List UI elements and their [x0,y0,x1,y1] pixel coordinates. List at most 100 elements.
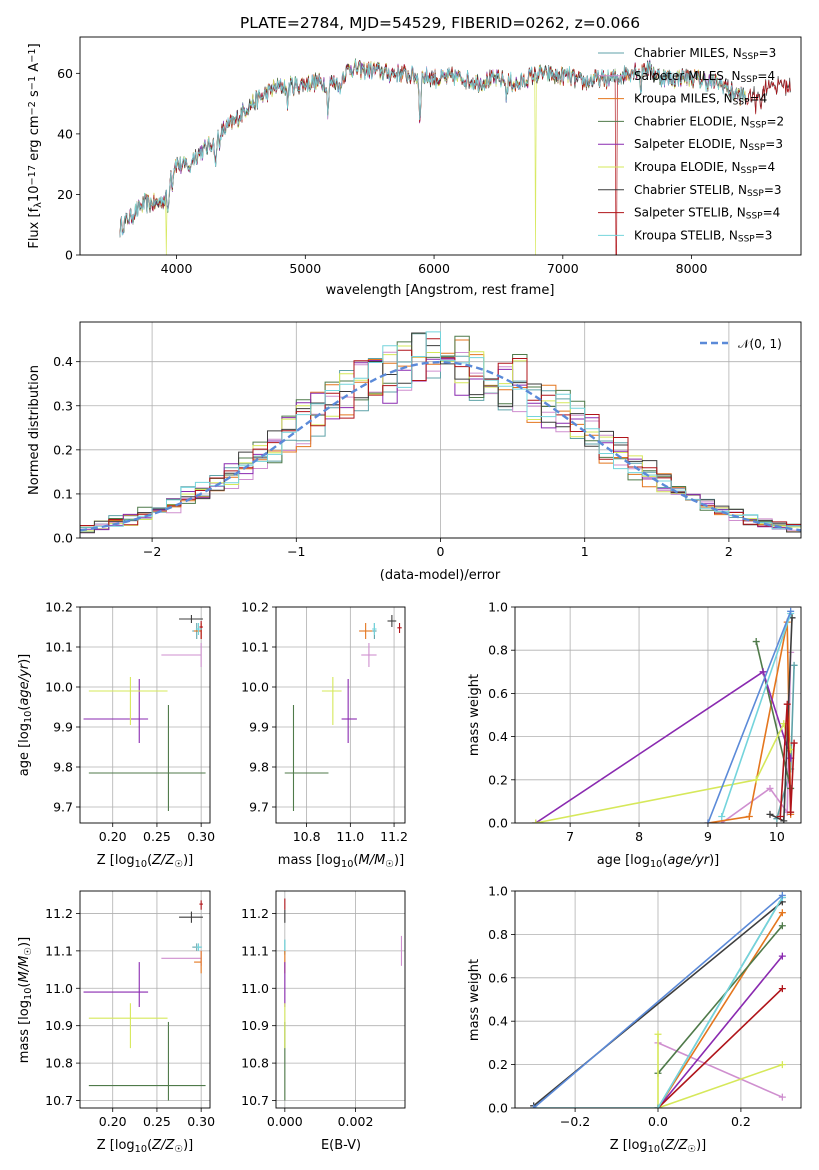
y-tick-label: 60 [57,66,73,81]
y-axis-label: mass weight [467,674,482,756]
histogram-step [80,331,801,538]
x-axis-label: Z [log10(Z/Z☉)] [610,1138,707,1155]
weight-marker [752,776,760,784]
y-tick-label: 11.1 [241,943,269,958]
plot-area [83,615,206,811]
x-axis-label: Z [log10(Z/Z☉)] [97,1138,194,1155]
weight-marker [654,1104,662,1108]
y-tick-label: 11.2 [241,906,269,921]
x-tick-label: −2 [143,544,161,559]
weight-line [707,611,792,823]
legend-label: 𝒩(0, 1) [738,337,782,351]
weight-line [755,641,792,789]
weight-vs-age-panel: 7 8 9 10 0.0 0.2 0.4 0.6 0.8 1.0 age [log10(age/yr… [467,600,802,870]
x-tick-label: −1 [287,544,305,559]
y-tick-label: 9.7 [249,800,269,815]
weight-line [533,897,783,1108]
plot-area [284,898,403,1101]
x-tick-label: −0.2 [560,1114,590,1129]
x-axis-label: wavelength [Angstrom, rest frame] [326,283,555,298]
y-tick-label: 11.0 [45,981,73,996]
legend-label: Salpeter ELODIE, NSSP=3 [634,137,783,153]
y-tick-label: 0.8 [488,927,508,942]
axes-frame [79,606,211,824]
normal-curve [80,360,801,532]
x-tick-label: 10 [769,829,785,844]
y-tick-label: 0.2 [53,442,73,457]
weight-marker [787,607,795,615]
y-tick-label: 10.7 [241,1093,269,1108]
axes-frame [79,890,211,1109]
weight-marker [532,819,540,823]
weight-marker [530,1104,538,1108]
plot-area [80,331,801,538]
weight-vs-Z-panel: −0.2 0.0 0.2 0.0 0.2 0.4 0.6 0.8 1.0 Z [log10(Z/Z… [467,884,802,1155]
y-tick-label: 10.8 [45,1056,73,1071]
weight-marker [778,952,786,960]
weight-line [657,988,783,1108]
weight-marker [752,638,760,646]
y-tick-label: 0.4 [53,354,73,369]
weight-line [769,617,793,823]
y-tick-label: 10.8 [241,1056,269,1071]
weight-line [720,613,792,817]
weight-marker [759,668,767,676]
age-vs-mass-panel: 10.8 11.0 11.2 9.7 9.8 9.9 10.0 10.1 10.2 mass [l… [241,600,408,870]
axes-frame [514,890,802,1109]
y-axis-label: mass weight [467,959,482,1041]
y-tick-label: 0.6 [488,686,508,701]
axes-frame [79,36,802,256]
weight-marker [778,909,786,917]
weight-marker [778,1093,786,1101]
y-tick-label: 10.1 [45,640,73,655]
y-tick-label: 0.3 [53,398,73,413]
x-tick-label: 0.20 [99,829,127,844]
y-tick-label: 0.4 [488,1014,508,1029]
y-tick-label: 0.4 [488,729,508,744]
plot-area [83,900,206,1101]
y-tick-label: 1.0 [488,884,508,899]
y-tick-label: 0.2 [488,1057,508,1072]
x-tick-label: 0.25 [143,829,171,844]
axes-frame [275,606,406,824]
legend-label: Kroupa ELODIE, NSSP=4 [634,160,775,176]
y-tick-label: 0.1 [53,486,73,501]
weight-line [533,894,783,1108]
x-tick-label: 10.8 [293,829,321,844]
weight-line [779,704,795,817]
y-tick-label: 0.0 [488,1101,508,1116]
x-tick-label: 0.30 [187,829,215,844]
x-tick-label: 8000 [676,261,708,276]
weight-marker [654,1030,662,1038]
weight-marker [718,813,726,821]
gridlines [80,606,210,823]
weight-line [707,621,792,823]
mass-vs-EBV-panel: 0.000 0.002 10.7 10.8 10.9 11.0 11.1 11.2 E(B-V) [241,890,406,1153]
weight-line [657,925,783,1074]
legend-label: Salpeter STELIB, NSSP=4 [634,206,780,222]
y-axis-label: Flux [fλ10−17 erg cm−2 s−1 A−1] [27,43,44,248]
weight-line [657,1042,783,1098]
x-tick-label: 0 [437,544,445,559]
x-tick-label: 1 [581,544,589,559]
y-tick-label: 11.0 [241,981,269,996]
spectrum-panel: 4000 5000 6000 7000 8000 0 20 40 60 wavelength [A… [27,36,802,298]
x-axis-label: E(B-V) [321,1138,361,1153]
weight-marker [776,813,784,821]
y-tick-label: 0.2 [488,772,508,787]
y-tick-label: 11.1 [45,943,73,958]
legend-label: Salpeter MILES, NSSP=4 [634,69,775,85]
y-tick-label: 10.2 [241,600,269,615]
y-tick-label: 20 [57,187,73,202]
x-axis-label: (data-model)/error [380,568,501,583]
x-tick-label: 4000 [161,261,193,276]
age-vs-Z-panel: 0.20 0.25 0.30 9.7 9.8 9.9 10.0 10.1 10.2 Z [log1… [17,600,215,870]
y-tick-label: 9.8 [249,760,269,775]
axes-frame [514,606,802,824]
gridlines [515,606,801,824]
weight-marker [778,1061,786,1069]
weight-marker [783,700,791,708]
x-axis-label: mass [log10(M/M☉)] [278,853,404,870]
weight-marker [745,813,753,821]
